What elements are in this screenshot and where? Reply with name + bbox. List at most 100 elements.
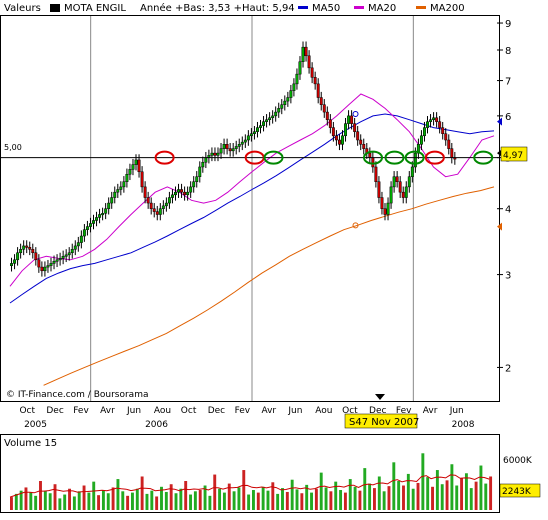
volume-bar [48,493,52,510]
candle-body [280,104,284,109]
candle-body [76,242,80,247]
chart-header: Valeurs MOTA ENGIL Année +Bas: 3,53 +Hau… [4,2,465,14]
candle-body [161,205,165,209]
header-range: Année +Bas: 3,53 +Haut: 5,94 [140,2,295,14]
candle-body [432,117,436,120]
candle-body [40,266,44,272]
volume-bar [121,491,125,510]
candle-body [271,115,275,119]
candle-body [383,208,387,215]
x-month-label-7: Dec [208,406,225,416]
candle-body [310,67,314,78]
volume-bar [116,479,120,510]
volume-bar [256,492,260,510]
candle-body [441,127,445,134]
x-month-label-12: Oct [342,406,358,416]
candle-body [37,259,41,268]
volume-bar [247,494,251,510]
volume-bar [106,493,110,510]
candle-body [404,186,408,198]
candle-body [438,121,442,128]
candle-body [28,247,32,250]
candle-body [371,157,375,168]
candle-body [292,83,296,91]
candle-body [252,131,256,134]
volume-bar [479,465,483,510]
candle-body [419,135,423,145]
volume-bar [179,488,183,510]
legend-label-2: MA200 [430,3,465,14]
volume-bar [329,491,333,510]
ma-line-ma50 [9,113,495,304]
volume-bar [174,493,178,510]
annotation-ellipse-6 [404,150,425,165]
candle-body [113,191,117,198]
volume-bar [484,483,488,510]
candle-body [265,119,269,122]
volume-bar [203,485,207,510]
x-year-label-3: 2008 [452,420,475,430]
candle-body [101,213,105,216]
volume-bar [155,496,159,510]
x-month-label-2: Fev [73,406,89,416]
candle-body [149,202,153,209]
volume-bar [164,491,168,510]
right-marker-icon-0 [497,117,502,126]
candle-body [389,186,393,204]
source-credit: © IT-Finance.com / Boursorama [6,390,148,400]
candle-body [55,259,59,262]
legend-swatch-0 [298,6,308,9]
candle-body [426,121,429,128]
volume-bar [358,490,362,510]
candle-body [216,152,220,156]
candle-body [143,186,147,198]
volume-bar [402,485,405,510]
volume-bar [92,481,96,510]
candle-body [167,197,171,204]
volume-bar [19,490,23,510]
candle-body [353,123,357,132]
volume-bar [237,487,241,510]
cursor-label: S47 Nov 2007 [349,417,419,428]
volume-bar [319,472,323,510]
candle-body [43,266,47,272]
volume-bar [145,493,149,510]
candle-body [67,252,71,256]
volume-bar [295,489,299,510]
candle-body [246,135,250,141]
y-tick-label-5: 7 [505,77,511,88]
volume-bar [469,488,473,510]
volume-bar [271,482,275,510]
candle-body [34,252,38,261]
candle-body [319,97,323,105]
volume-bar [63,494,67,510]
volume-bar [489,476,493,510]
volume-bars: 6000K 2243K [9,453,541,510]
candle-body [429,119,433,122]
candle-body [219,148,223,154]
header-ticker-swatch [50,4,60,12]
candle-body [407,176,411,188]
volume-bar [392,462,396,510]
volume-bar [189,494,192,510]
price-panel-frame [0,15,500,402]
volume-bar [440,484,444,510]
volume-bar [10,497,13,510]
x-month-label-6: Oct [181,406,197,416]
candle-body [10,263,13,266]
volume-bar [232,491,236,510]
candle-body [316,83,320,98]
candle-body [131,164,135,170]
volume-bar [87,492,91,510]
candle-body [82,229,86,237]
candle-body [210,152,214,156]
volume-bar [169,484,173,510]
candle-body [183,191,187,196]
candle-body [395,176,399,182]
volume-bar [58,498,62,510]
candle-body [301,46,305,62]
volume-bar [72,496,76,510]
candle-body [61,256,65,259]
x-month-label-8: Fev [235,406,251,416]
candle-body [377,181,381,198]
